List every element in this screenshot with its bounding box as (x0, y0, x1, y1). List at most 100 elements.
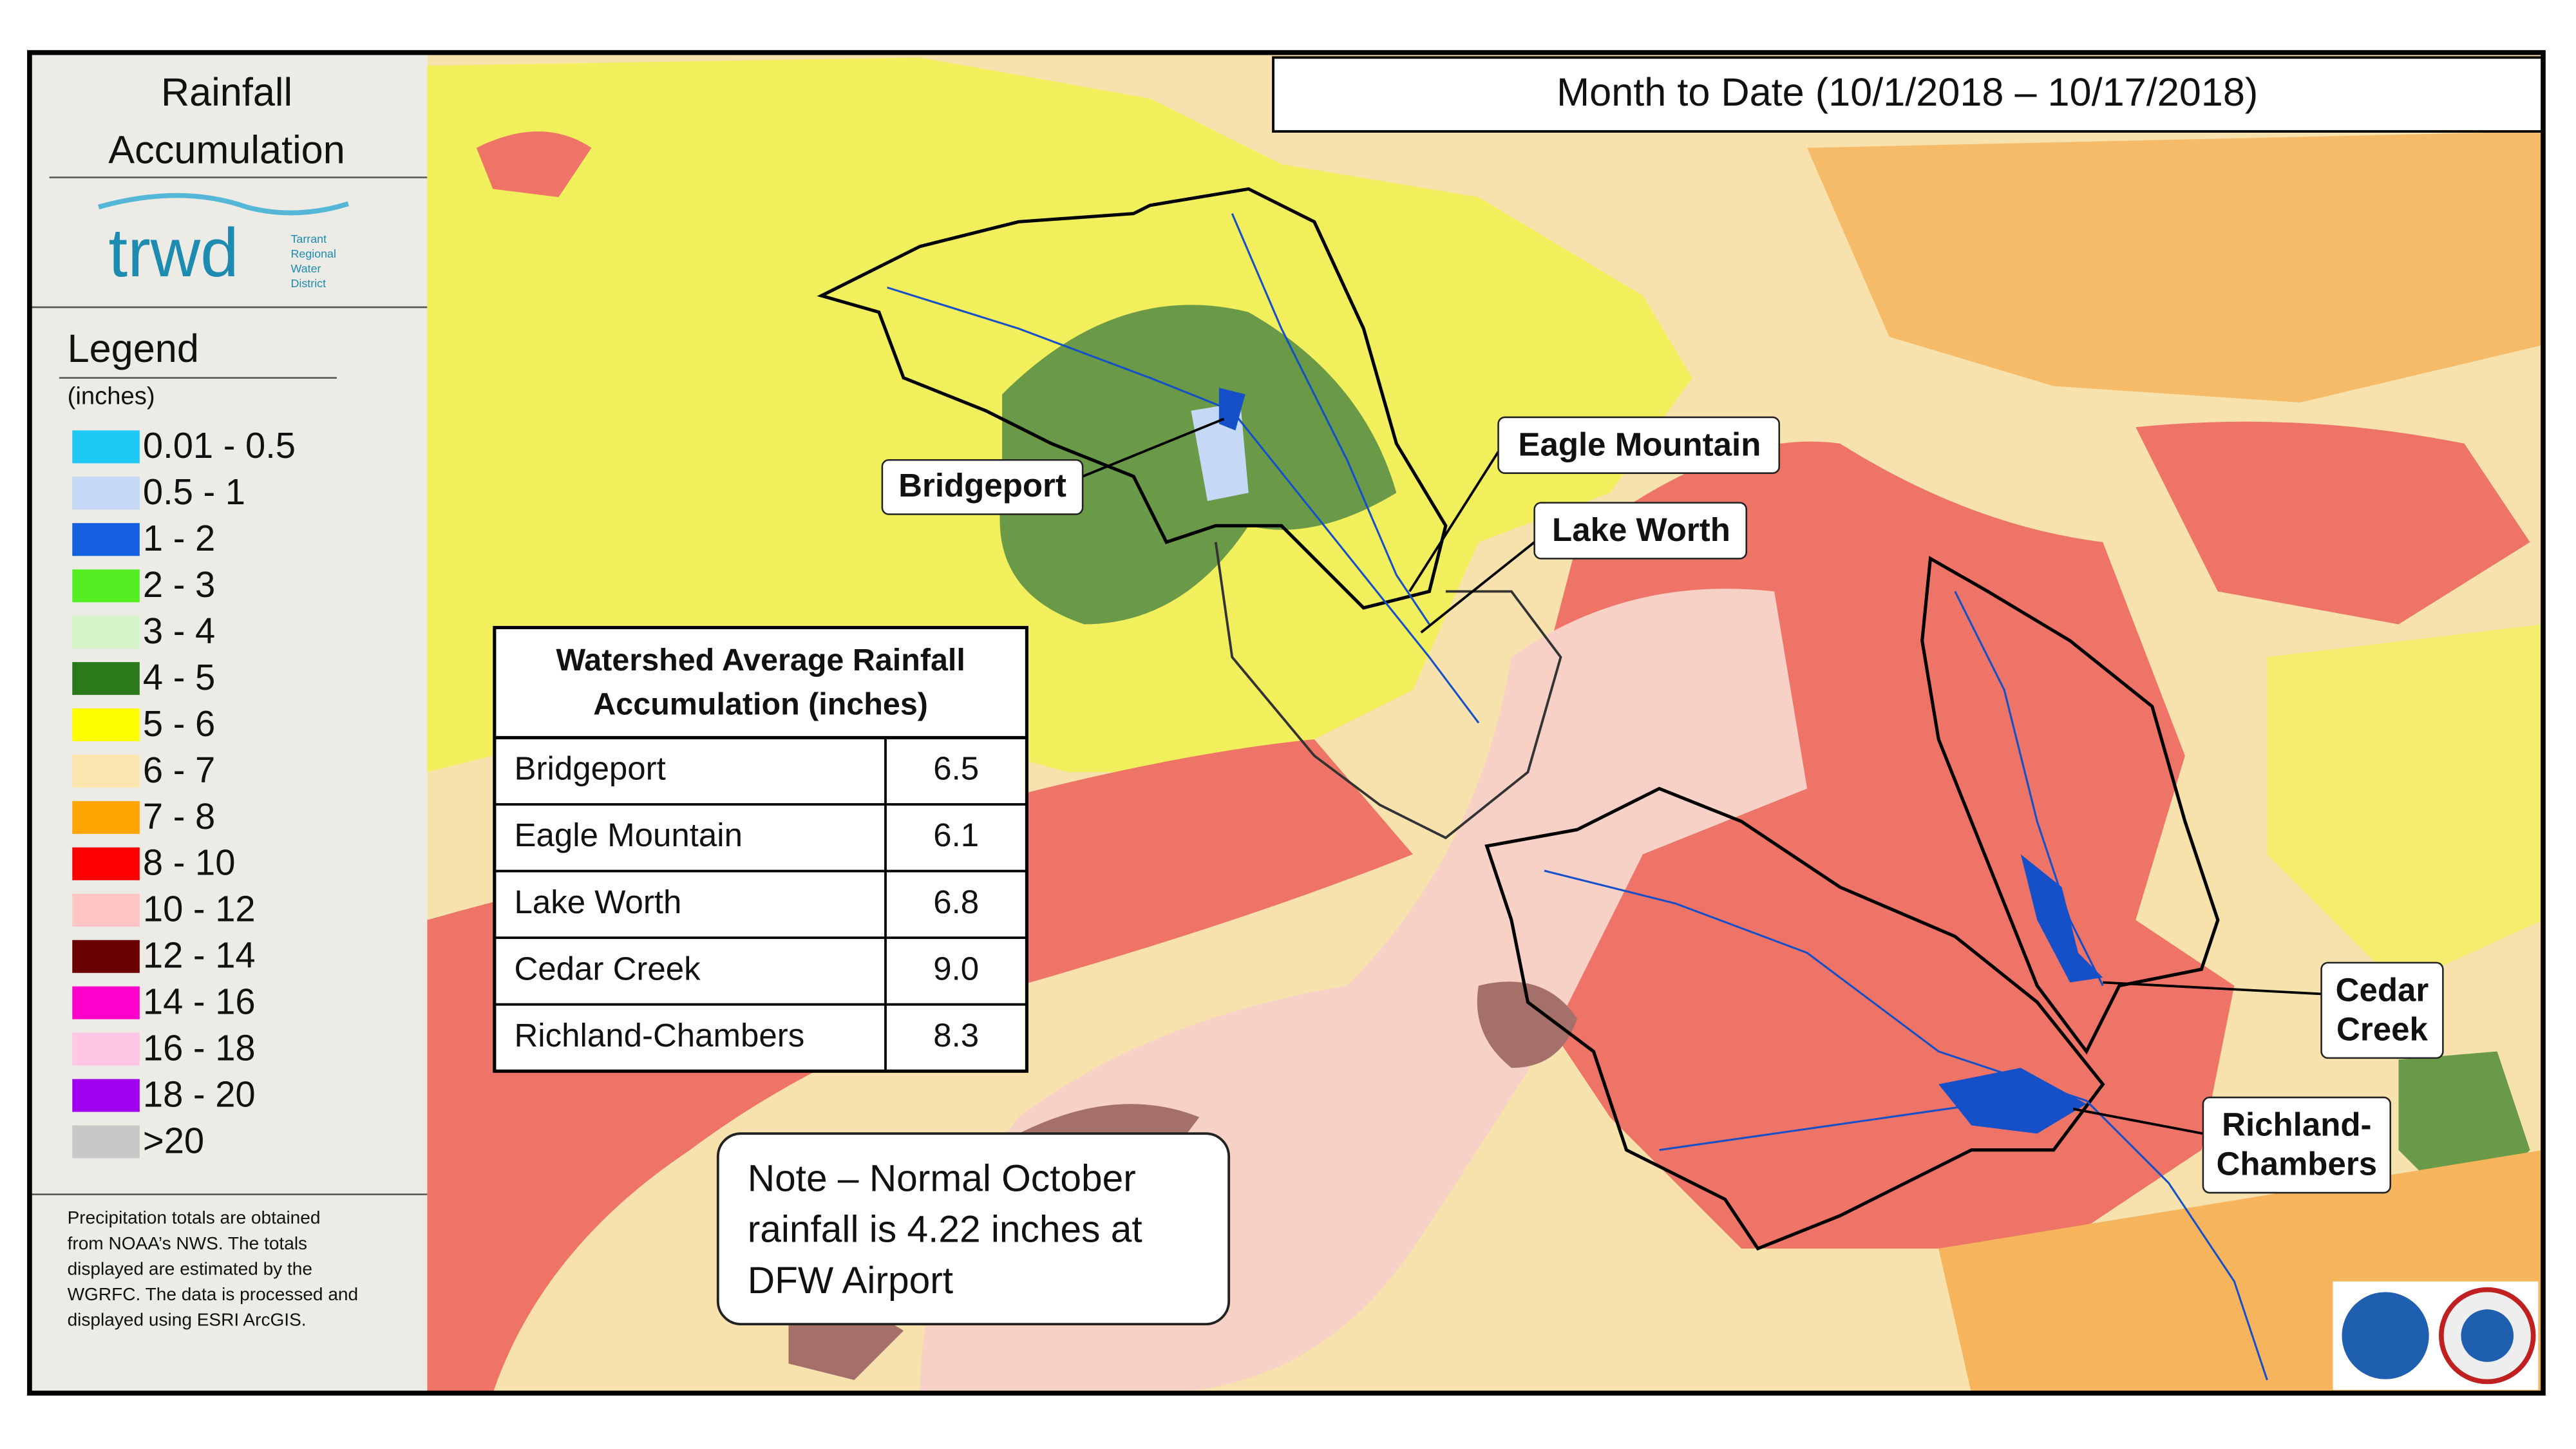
river (1954, 591, 2104, 987)
legend-label: 0.5 - 1 (143, 471, 245, 512)
rain-zone (476, 131, 592, 198)
legend-label: 16 - 18 (143, 1027, 256, 1068)
callout-label: Bridgeport (898, 467, 1066, 504)
legend-swatch (72, 708, 140, 742)
logo-tagline: Water (291, 262, 321, 275)
table-frame (493, 625, 1028, 1073)
sidebar-title: Rainfall (161, 70, 292, 114)
legend-swatch (72, 523, 140, 556)
legend-swatch (72, 800, 140, 834)
leader-line (1408, 451, 1500, 592)
legend-swatch (72, 1125, 140, 1159)
leader-line (2103, 981, 2322, 996)
legend-swatch (72, 986, 140, 1019)
callout-label: Chambers (2217, 1146, 2378, 1182)
river (1659, 1099, 2005, 1151)
logo-wave (98, 193, 349, 216)
legend-units: (inches) (68, 382, 155, 410)
note-line: rainfall is 4.22 inches at (748, 1209, 1142, 1251)
table-header: Watershed Average Rainfall (556, 643, 965, 677)
legend-swatch (72, 1079, 140, 1112)
callout-label: Eagle Mountain (1518, 426, 1761, 462)
table-cell: Cedar Creek (514, 950, 701, 987)
lake (1938, 1068, 2087, 1134)
watershed (817, 187, 1448, 610)
watershed-outlines (817, 187, 2220, 1251)
logo-wordmark: trwd (108, 214, 238, 291)
legend-swatch (72, 569, 140, 603)
rain-zone (788, 1309, 904, 1380)
legend: 0.01 - 0.5 0.5 - 1 1 - 2 2 - 3 3 - 4 4 - 5 5 -… (72, 425, 296, 1160)
legend-swatch (72, 893, 140, 927)
legend-label: 3 - 4 (143, 611, 215, 651)
sidebar-note-line: displayed are estimated by the (68, 1258, 312, 1278)
legend-label: 10 - 12 (143, 889, 256, 929)
logo-tagline: Tarrant (291, 232, 327, 245)
leader-line (2073, 1108, 2204, 1135)
noaa-logo (2336, 1287, 2434, 1385)
note-box (716, 1132, 1231, 1326)
legend-swatch (72, 430, 140, 464)
legend-swatch (72, 1032, 140, 1066)
callout-label: Lake Worth (1552, 511, 1730, 548)
leader-line (1420, 541, 1535, 634)
callout-box (881, 459, 1084, 515)
rain-zone (999, 305, 1397, 625)
table-cell: Lake Worth (514, 884, 681, 920)
legend-swatch (72, 662, 140, 696)
logo-tagline: District (291, 277, 327, 290)
rain-zone (1807, 131, 2543, 402)
legend-title: Legend (68, 327, 199, 370)
map-title: Month to Date (10/1/2018 – 10/17/2018) (1557, 70, 2258, 114)
table-header: Accumulation (inches) (593, 687, 928, 722)
watershed (1214, 542, 1562, 840)
leader-lines (1082, 417, 2322, 1135)
river (887, 286, 1480, 724)
table-cell: 6.8 (933, 884, 979, 920)
legend-label: 1 - 2 (143, 518, 215, 558)
legend-swatch (72, 847, 140, 880)
legend-label: 14 - 16 (143, 981, 256, 1022)
outer-frame (27, 50, 2546, 1396)
callout-box (2320, 961, 2444, 1059)
legend-label: 2 - 3 (143, 564, 215, 605)
table-cell: Eagle Mountain (514, 817, 743, 853)
note-line: Note – Normal October (748, 1158, 1136, 1200)
sidebar-title: Accumulation (108, 128, 345, 171)
callout-box (1497, 416, 1781, 474)
nws-logo-core (2461, 1309, 2514, 1362)
legend-label: 18 - 20 (143, 1074, 256, 1114)
legend-swatch (72, 940, 140, 973)
callout-box (1533, 502, 1748, 560)
rainfall-table: Watershed Average Rainfall Accumulation … (493, 625, 1028, 1073)
callout-label: Creek (2336, 1011, 2428, 1048)
legend-label: >20 (143, 1120, 204, 1160)
legend-swatch (72, 477, 140, 510)
legend-label: 8 - 10 (143, 842, 235, 883)
sidebar-note: Precipitation totals are obtained from NO… (68, 1208, 359, 1329)
note-line: DFW Airport (748, 1260, 953, 1302)
logo-tagline: Regional (291, 247, 336, 260)
legend-swatch (72, 754, 140, 788)
sidebar-note-line: WGRFC. The data is processed and (68, 1284, 359, 1304)
callout-label: Cedar (2336, 971, 2429, 1008)
legend-label: 5 - 6 (143, 703, 215, 744)
watershed (1484, 786, 2105, 1251)
rain-zone (2136, 421, 2530, 625)
lake (2020, 854, 2103, 983)
table-cell: 6.1 (933, 817, 979, 853)
table-cell: Bridgeport (514, 750, 665, 787)
legend-label: 7 - 8 (143, 796, 215, 837)
legend-swatch (72, 616, 140, 649)
sidebar-note-line: from NOAA’s NWS. The totals (68, 1233, 307, 1253)
lakes (1218, 388, 2103, 1134)
rain-zone (2267, 624, 2543, 986)
table-cell: 6.5 (933, 750, 979, 787)
watershed (1920, 556, 2220, 1055)
table-cell: 8.3 (933, 1017, 979, 1054)
legend-label: 12 - 14 (143, 935, 256, 976)
callout-box (2202, 1096, 2392, 1194)
legend-label: 4 - 5 (143, 657, 215, 697)
